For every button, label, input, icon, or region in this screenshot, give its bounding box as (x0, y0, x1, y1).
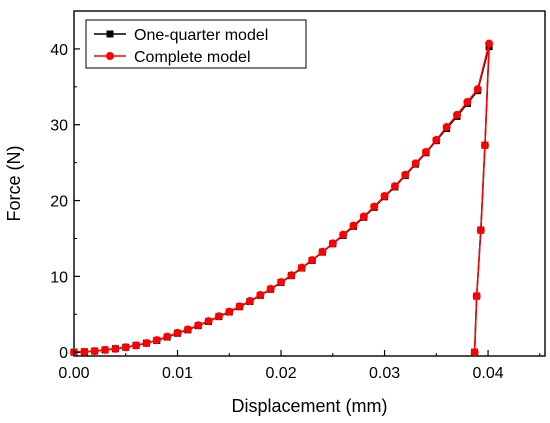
plot-area (70, 10, 546, 357)
x-tick-label: 0.00 (58, 365, 89, 382)
y-tick-label: 40 (50, 42, 68, 59)
data-point-circle (80, 347, 89, 356)
data-point-circle (470, 348, 479, 357)
y-axis-title: Force (N) (4, 146, 24, 222)
series-line-complete (73, 43, 490, 353)
x-tick-label: 0.01 (162, 365, 193, 382)
data-point-circle (121, 343, 130, 352)
data-point-circle (204, 317, 213, 326)
legend-entry-one-quarter: One-quarter model (94, 27, 268, 44)
x-tick-label: 0.03 (369, 365, 400, 382)
data-point-circle (163, 332, 172, 341)
data-point-circle (485, 39, 494, 48)
data-point-circle (297, 263, 306, 272)
y-tick-label: 20 (50, 194, 68, 211)
data-point-circle (308, 256, 317, 265)
y-tick-label: 10 (50, 269, 68, 286)
legend-entry-complete: Complete model (94, 49, 251, 66)
x-tick-label: 0.04 (472, 365, 503, 382)
y-tick-label: 30 (50, 118, 68, 135)
legend-box (85, 19, 307, 69)
data-point-circle (318, 247, 327, 256)
data-point-circle (476, 226, 485, 235)
data-point-circle (277, 278, 286, 287)
legend-marker-square-icon (106, 30, 114, 38)
data-point-circle (359, 212, 368, 221)
data-point-circle (401, 170, 410, 179)
y-axis-ticks: 0 10 20 30 40 (50, 42, 80, 362)
x-axis-ticks: 0.00 0.01 0.02 0.03 0.04 (58, 350, 541, 382)
data-point-circle (442, 123, 451, 132)
y-tick-label: 0 (59, 345, 68, 362)
data-point-circle (473, 85, 482, 94)
data-point-circle (411, 159, 420, 168)
data-point-circle (183, 325, 192, 334)
legend-marker-circle-icon (106, 52, 114, 60)
series-line-one-quarter (73, 46, 490, 353)
data-point-circle (235, 302, 244, 311)
x-axis-title: Displacement (mm) (231, 396, 387, 416)
data-point-circle (370, 202, 379, 211)
data-point-circle (339, 230, 348, 239)
data-point-circle (480, 141, 489, 150)
data-point-circle (380, 192, 389, 201)
data-point-circle (266, 284, 275, 293)
data-point-circle (142, 339, 151, 348)
data-point-circle (90, 347, 99, 356)
data-point-circle (245, 297, 254, 306)
data-point-circle (287, 271, 296, 280)
legend: One-quarter model Complete model (85, 19, 307, 69)
data-point-circle (390, 182, 399, 191)
plot-frame (73, 10, 546, 357)
series-layer (70, 39, 494, 357)
data-point-circle (463, 97, 472, 106)
data-point-circle (256, 290, 265, 299)
data-point-circle (173, 328, 182, 337)
data-point-circle (194, 321, 203, 330)
data-point-circle (225, 307, 234, 316)
legend-label-complete: Complete model (134, 49, 251, 66)
data-point-circle (432, 135, 441, 144)
data-point-circle (421, 148, 430, 157)
x-tick-label: 0.02 (265, 365, 296, 382)
data-point-circle (214, 312, 223, 321)
data-point-circle (111, 344, 120, 353)
data-point-circle (101, 345, 110, 354)
data-point-circle (472, 292, 481, 301)
data-point-circle (328, 239, 337, 248)
data-point-circle (132, 341, 141, 350)
data-point-circle (453, 110, 462, 119)
legend-label-one-quarter: One-quarter model (134, 27, 268, 44)
data-point-circle (152, 336, 161, 345)
data-point-circle (349, 221, 358, 230)
